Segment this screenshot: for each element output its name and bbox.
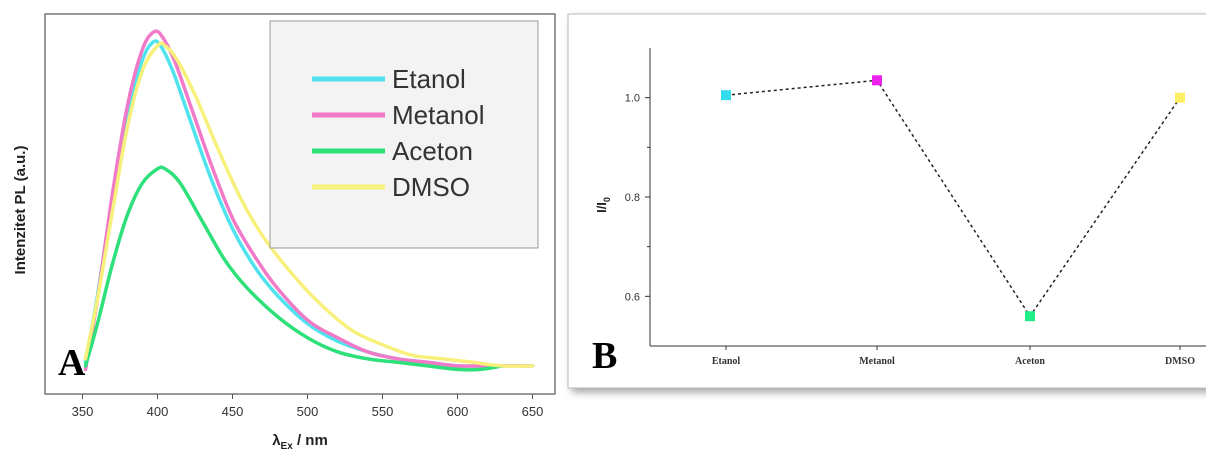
x-tick-label: 400 [147, 404, 169, 419]
panel-a-x-axis-label: λEx / nm [272, 432, 328, 452]
legend-label-aceton: Aceton [392, 136, 473, 166]
x-tick-label-dmso: DMSO [1165, 356, 1195, 367]
x-tick-label: 450 [222, 404, 244, 419]
panel-b-chart: 0.6 0.8 1.0 Etanol Metanol Aceton DMSO I/I0 B [567, 13, 1206, 389]
x-tick-label: 350 [72, 404, 94, 419]
panel-b-letter: B [592, 335, 617, 377]
panel-a-y-axis-label: Intenzitet PL (a.u.) [12, 146, 29, 275]
series-line-aceton [83, 165, 505, 372]
series-line-metanol [83, 29, 535, 372]
legend-label-etanol: Etanol [392, 64, 466, 94]
x-tick-label-etanol: Etanol [712, 356, 741, 367]
x-tick-label-metanol: Metanol [859, 356, 895, 367]
y-tick-label: 0.6 [625, 291, 640, 303]
x-label-subscript: Ex [281, 441, 294, 452]
connector-line [725, 79, 1181, 318]
panel-a-legend: Etanol Metanol Aceton DMSO [269, 20, 539, 249]
series-line-dmso [83, 41, 535, 368]
x-label-lambda: λ [272, 432, 281, 449]
x-tick-label-aceton: Aceton [1015, 356, 1045, 367]
x-tick-label: 600 [447, 404, 469, 419]
panel-b-card [567, 13, 1206, 389]
panel-b-y-axis-label: I/I0 [594, 197, 612, 213]
panel-b-y-ticks: 0.6 0.8 1.0 [625, 93, 650, 303]
y-tick-label: 0.8 [625, 192, 640, 204]
data-point-etanol [721, 90, 731, 101]
data-point-dmso [1175, 92, 1185, 103]
legend-label-dmso: DMSO [392, 172, 470, 202]
y-label-subscript: 0 [602, 197, 612, 202]
data-point-aceton [1025, 311, 1035, 322]
y-label-main: I/I [594, 202, 609, 213]
panel-b-plot-area [721, 75, 1185, 322]
panel-a-chart: 350 400 450 500 550 600 650 Etanol Metanol Aceto… [12, 13, 556, 452]
legend-label-metanol: Metanol [392, 100, 485, 130]
data-point-metanol [872, 75, 882, 86]
panel-a-plot-area [83, 29, 535, 372]
panel-a-letter: A [58, 342, 86, 384]
x-tick-label: 550 [372, 404, 394, 419]
x-label-unit: / nm [293, 432, 328, 449]
x-tick-label: 500 [297, 404, 319, 419]
y-tick-label: 1.0 [625, 93, 640, 105]
panel-a-x-axis: 350 400 450 500 550 600 650 [72, 394, 544, 419]
panel-b-x-ticks: Etanol Metanol Aceton DMSO [712, 346, 1195, 367]
legend-box [269, 20, 539, 249]
x-tick-label: 650 [522, 404, 544, 419]
